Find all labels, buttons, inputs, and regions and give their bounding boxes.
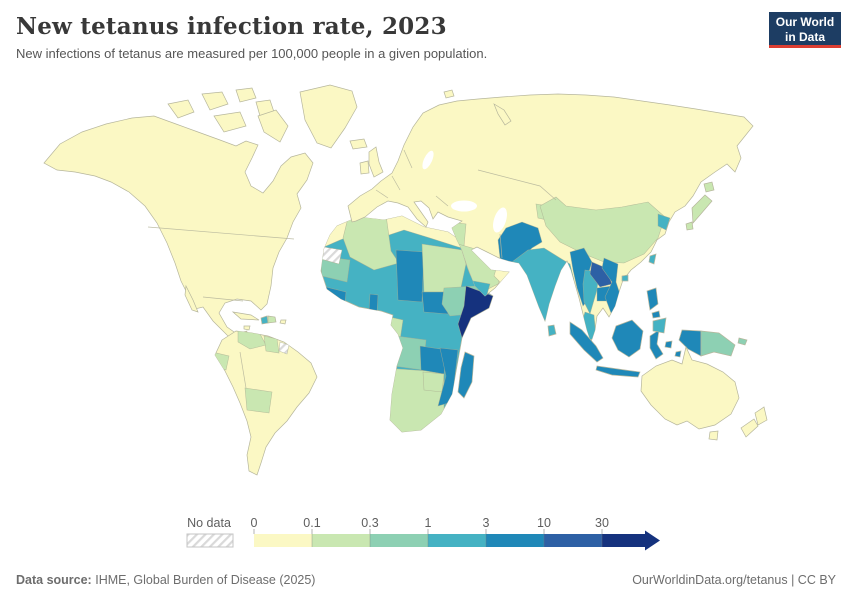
region-sumatra[interactable] [569, 321, 604, 363]
legend-bin-1[interactable] [312, 534, 370, 547]
region-baja-california[interactable] [184, 284, 199, 313]
region-hainan[interactable] [621, 274, 629, 282]
region-jamaica[interactable] [243, 325, 251, 331]
region-cuba[interactable] [231, 311, 260, 321]
license-text: | CC BY [787, 573, 836, 587]
region-moluccas[interactable] [664, 340, 682, 358]
patch-bolivia[interactable] [244, 387, 273, 414]
region-sri-lanka[interactable] [547, 324, 557, 337]
region-philippines-luzon[interactable] [646, 287, 659, 311]
region-sulawesi[interactable] [649, 329, 664, 360]
attribution: OurWorldinData.org/tetanus | CC BY [632, 573, 836, 587]
region-greenland[interactable] [299, 84, 358, 149]
legend-tick-label-5: 10 [537, 516, 551, 530]
region-philippines-mindanao[interactable] [652, 317, 667, 334]
region-novaya-zemlya[interactable] [493, 103, 512, 126]
region-west-papua[interactable] [678, 329, 702, 357]
legend-bin-2[interactable] [370, 534, 428, 547]
chart-header: New tetanus infection rate, 2023 New inf… [16, 13, 750, 61]
patch-sudan[interactable] [421, 243, 467, 293]
baltic-sea [422, 150, 434, 170]
legend-tick-label-6: 30 [595, 516, 609, 530]
patch-china[interactable] [539, 196, 666, 264]
chart-footer: Data source: IHME, Global Burden of Dise… [16, 573, 836, 587]
region-iceland[interactable] [349, 138, 368, 150]
legend-tick-label-1: 0.1 [303, 516, 320, 530]
legend-bin-6-arrow[interactable] [602, 530, 660, 551]
data-source-value[interactable]: IHME, Global Burden of Disease (2025) [95, 573, 316, 587]
legend-bin-3[interactable] [428, 534, 486, 547]
region-north-america[interactable] [43, 115, 314, 358]
patch-chad[interactable] [395, 249, 425, 303]
patch-zimbabwe[interactable] [422, 371, 445, 393]
region-papua-new-guinea[interactable] [700, 330, 736, 357]
logo-accent-bar [769, 45, 841, 48]
logo-line-1: Our World [775, 15, 835, 29]
region-australia[interactable] [640, 345, 740, 430]
legend-bin-4[interactable] [486, 534, 544, 547]
inland-seas [422, 150, 507, 233]
region-dominican-republic[interactable] [267, 315, 277, 324]
legend-tick-label-0: 0 [251, 516, 258, 530]
legend-ticks [253, 529, 603, 547]
map-legend: No data 0 0.1 0.3 1 3 10 30 [186, 516, 660, 551]
data-source: Data source: IHME, Global Burden of Dise… [16, 573, 315, 587]
owid-logo[interactable]: Our World in Data [769, 12, 841, 48]
black-sea [451, 200, 477, 212]
logo-line-2: in Data [784, 30, 825, 44]
region-java[interactable] [595, 365, 641, 378]
page-subtitle: New infections of tetanus are measured p… [16, 46, 488, 61]
no-data-swatch[interactable] [186, 533, 234, 548]
no-data-label: No data [187, 516, 231, 530]
patch-algeria[interactable] [342, 215, 400, 271]
page-title: New tetanus infection rate, 2023 [16, 13, 447, 40]
region-madagascar[interactable] [457, 351, 475, 399]
region-new-britain[interactable] [737, 337, 748, 346]
patch-guyana[interactable] [263, 335, 280, 354]
legend-bin-5[interactable] [544, 534, 602, 547]
region-ireland[interactable] [359, 160, 370, 175]
region-taiwan[interactable] [648, 253, 657, 265]
legend-tick-label-2: 0.3 [361, 516, 378, 530]
caspian-sea [493, 207, 507, 233]
legend-tick-label-4: 3 [483, 516, 490, 530]
region-tasmania[interactable] [708, 430, 719, 441]
region-philippines-visayas[interactable] [651, 310, 661, 319]
legend-tick-label-3: 1 [425, 516, 432, 530]
region-japan[interactable] [685, 181, 715, 231]
region-svalbard[interactable] [443, 89, 455, 99]
region-haiti[interactable] [260, 315, 269, 325]
region-arctic-islands[interactable] [167, 87, 289, 143]
patch-north-korea[interactable] [657, 213, 671, 231]
owid-url-link[interactable]: OurWorldinData.org/tetanus [632, 573, 788, 587]
patch-benin[interactable] [368, 293, 379, 314]
patch-french-guiana-no-data[interactable] [278, 341, 290, 355]
region-borneo[interactable] [611, 319, 644, 358]
region-united-kingdom[interactable] [368, 146, 384, 178]
region-new-zealand[interactable] [740, 406, 768, 438]
data-source-label: Data source: [16, 573, 92, 587]
region-puerto-rico[interactable] [279, 319, 287, 325]
legend-bin-0[interactable] [254, 534, 312, 547]
country-borders [147, 149, 557, 389]
